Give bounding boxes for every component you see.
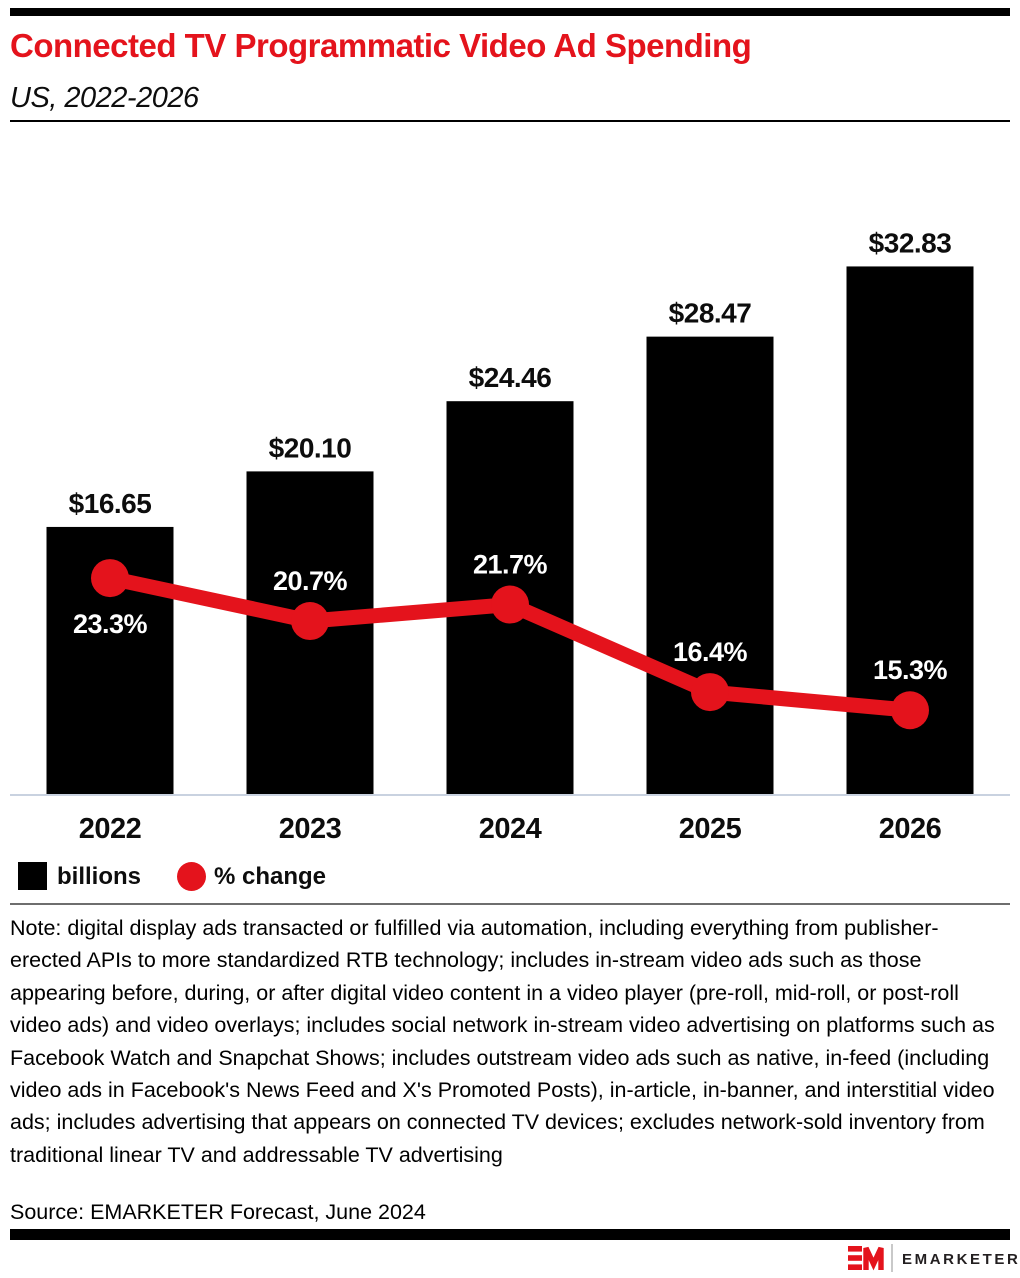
chart-subtitle: US, 2022-2026 [10,82,199,114]
legend-label-pct-change: % change [214,863,327,890]
line-marker-2024 [491,585,529,624]
x-axis-label-2022: 2022 [79,813,142,845]
brand-logo: EMARKETER [846,1244,1018,1272]
legend-label-billions: billions [57,863,141,890]
legend-swatch-billions [18,862,47,890]
bar-value-label-2026: $32.83 [869,227,952,258]
note-text: Note: digital display ads transacted or … [10,916,995,1167]
pct-label-2024: 21.7% [473,550,548,580]
x-axis-label-2026: 2026 [879,813,942,845]
x-axis-label-2024: 2024 [479,813,542,845]
legend-swatch-pct-change [177,862,206,891]
legend-divider [10,903,1010,905]
pct-label-2025: 16.4% [673,637,748,667]
pct-label-2022: 23.3% [73,609,148,639]
combo-chart: $16.65 $20.10 $24.46 $28.47 $32.83 2022 2023 20… [10,227,1010,845]
emarketer-logo-icon [848,1246,884,1271]
x-axis-label-2025: 2025 [679,813,742,845]
logo-divider [891,1244,893,1272]
bar-value-label-2025: $28.47 [669,298,752,329]
brand-name: EMARKETER [902,1251,1020,1268]
x-axis-label-2023: 2023 [279,813,342,845]
bar-value-label-2023: $20.10 [269,432,352,463]
line-marker-2025 [691,673,729,712]
footer-accent-bar [10,1229,1010,1240]
pct-label-2026: 15.3% [873,655,948,685]
bar-value-label-2024: $24.46 [469,362,552,393]
top-accent-bar [10,8,1010,16]
pct-label-2023: 20.7% [273,566,348,596]
line-marker-2026 [891,691,929,730]
chart-title: Connected TV Programmatic Video Ad Spend… [10,27,752,64]
bar-value-label-2022: $16.65 [69,488,152,519]
line-marker-2023 [291,602,329,641]
line-marker-2022 [91,559,129,598]
source-text: Source: EMARKETER Forecast, June 2024 [10,1200,426,1224]
header-divider [10,120,1010,122]
bar-2025 [646,336,774,795]
